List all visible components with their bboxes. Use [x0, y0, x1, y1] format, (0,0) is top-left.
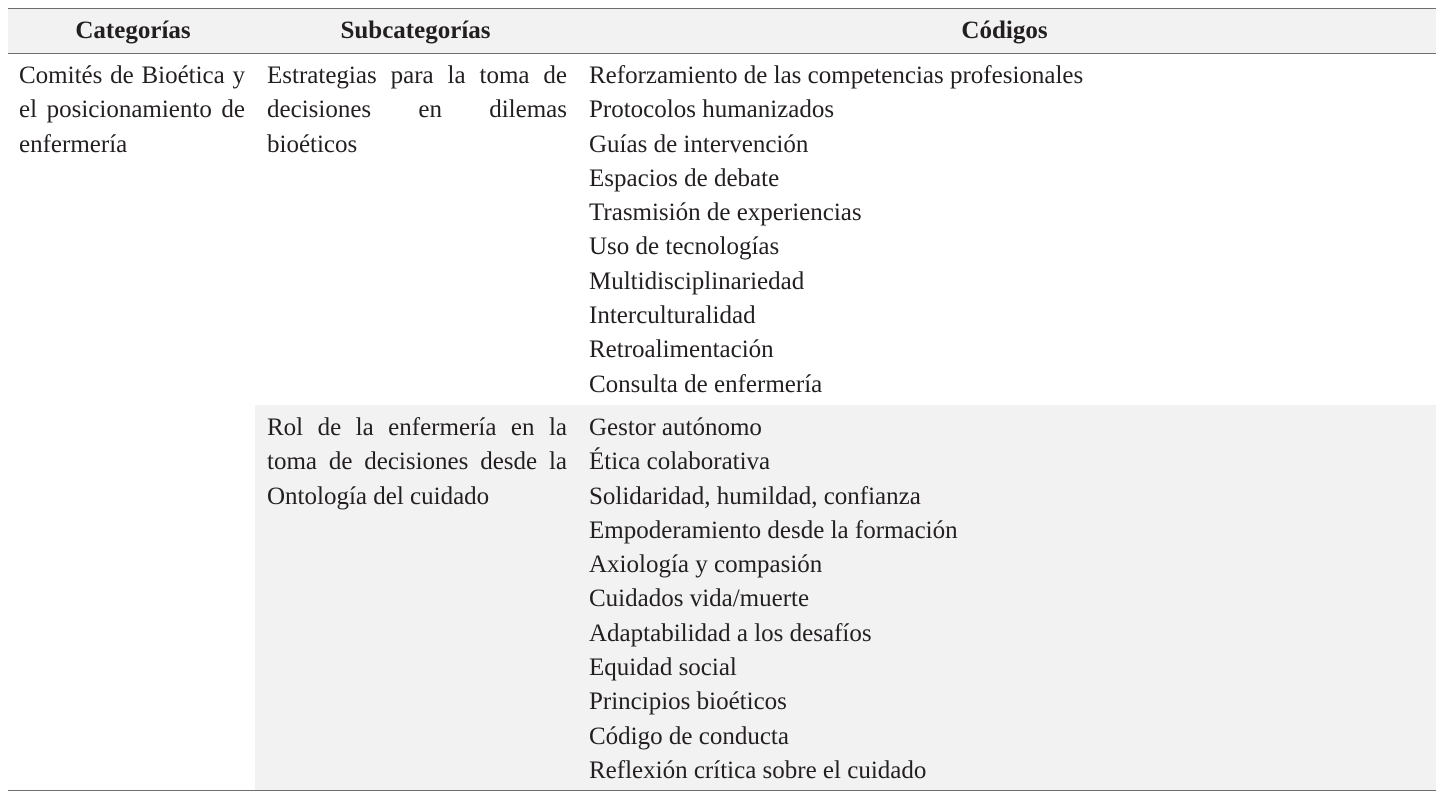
header-categorias: Categorías — [75, 17, 191, 44]
codigo-item: Adaptabilidad a los desafíos — [589, 619, 872, 647]
codigo-item: Empoderamiento desde la formación — [589, 516, 958, 544]
codigo-item: Guías de intervención — [589, 130, 809, 158]
header-subcategorias: Subcategorías — [340, 17, 491, 44]
codigo-item: Solidaridad, humildad, confianza — [589, 482, 921, 510]
codigos-list: Reforzamiento de las competencias profes… — [589, 59, 1409, 402]
header-codigos: Códigos — [961, 17, 1048, 44]
codigo-item: Reforzamiento de las competencias profes… — [589, 62, 1084, 89]
codigo-item: Uso de tecnologías — [589, 233, 780, 261]
codigo-item: Cuidados vida/muerte — [589, 585, 810, 613]
table-header-row — [8, 9, 1436, 53]
codigos-list: Gestor autónomo Ética colaborativa Solid… — [589, 411, 1409, 788]
codigo-item: Equidad social — [589, 654, 737, 682]
codigo-item: Trasmisión de experiencias — [589, 199, 862, 227]
codigo-item: Gestor autónomo — [589, 414, 762, 441]
codigo-item: Reflexión crítica sobre el cuidado — [589, 756, 927, 784]
codigo-item: Axiología y compasión — [589, 551, 823, 579]
codigo-item: Retroalimentación — [589, 336, 774, 364]
table-top-rule — [8, 8, 1436, 9]
codigo-item: Protocolos humanizados — [589, 96, 835, 124]
table-header-rule — [8, 53, 1436, 54]
codigo-item: Multidisciplinariedad — [589, 267, 805, 295]
table-bottom-rule — [8, 790, 1436, 791]
codigo-item: Interculturalidad — [589, 302, 756, 330]
codigo-item: Ética colaborativa — [589, 448, 771, 476]
codigo-item: Principios bioéticos — [589, 688, 787, 716]
categories-table: Categorías Subcategorías Códigos Comités… — [8, 8, 1436, 791]
subcategoria-cell: Estrategias para la toma de decisiones e… — [267, 62, 567, 158]
codigo-item: Espacios de debate — [589, 164, 780, 192]
categoria-cell: Comités de Bioéti­ca y el posicionam­ien… — [19, 62, 245, 158]
subcategoria-cell: Rol de la enfermería en la toma de decis… — [267, 414, 567, 510]
codigo-item: Consulta de enfermería — [589, 370, 823, 398]
table-row-shaded — [255, 405, 1436, 790]
codigo-item: Código de conducta — [589, 722, 789, 750]
